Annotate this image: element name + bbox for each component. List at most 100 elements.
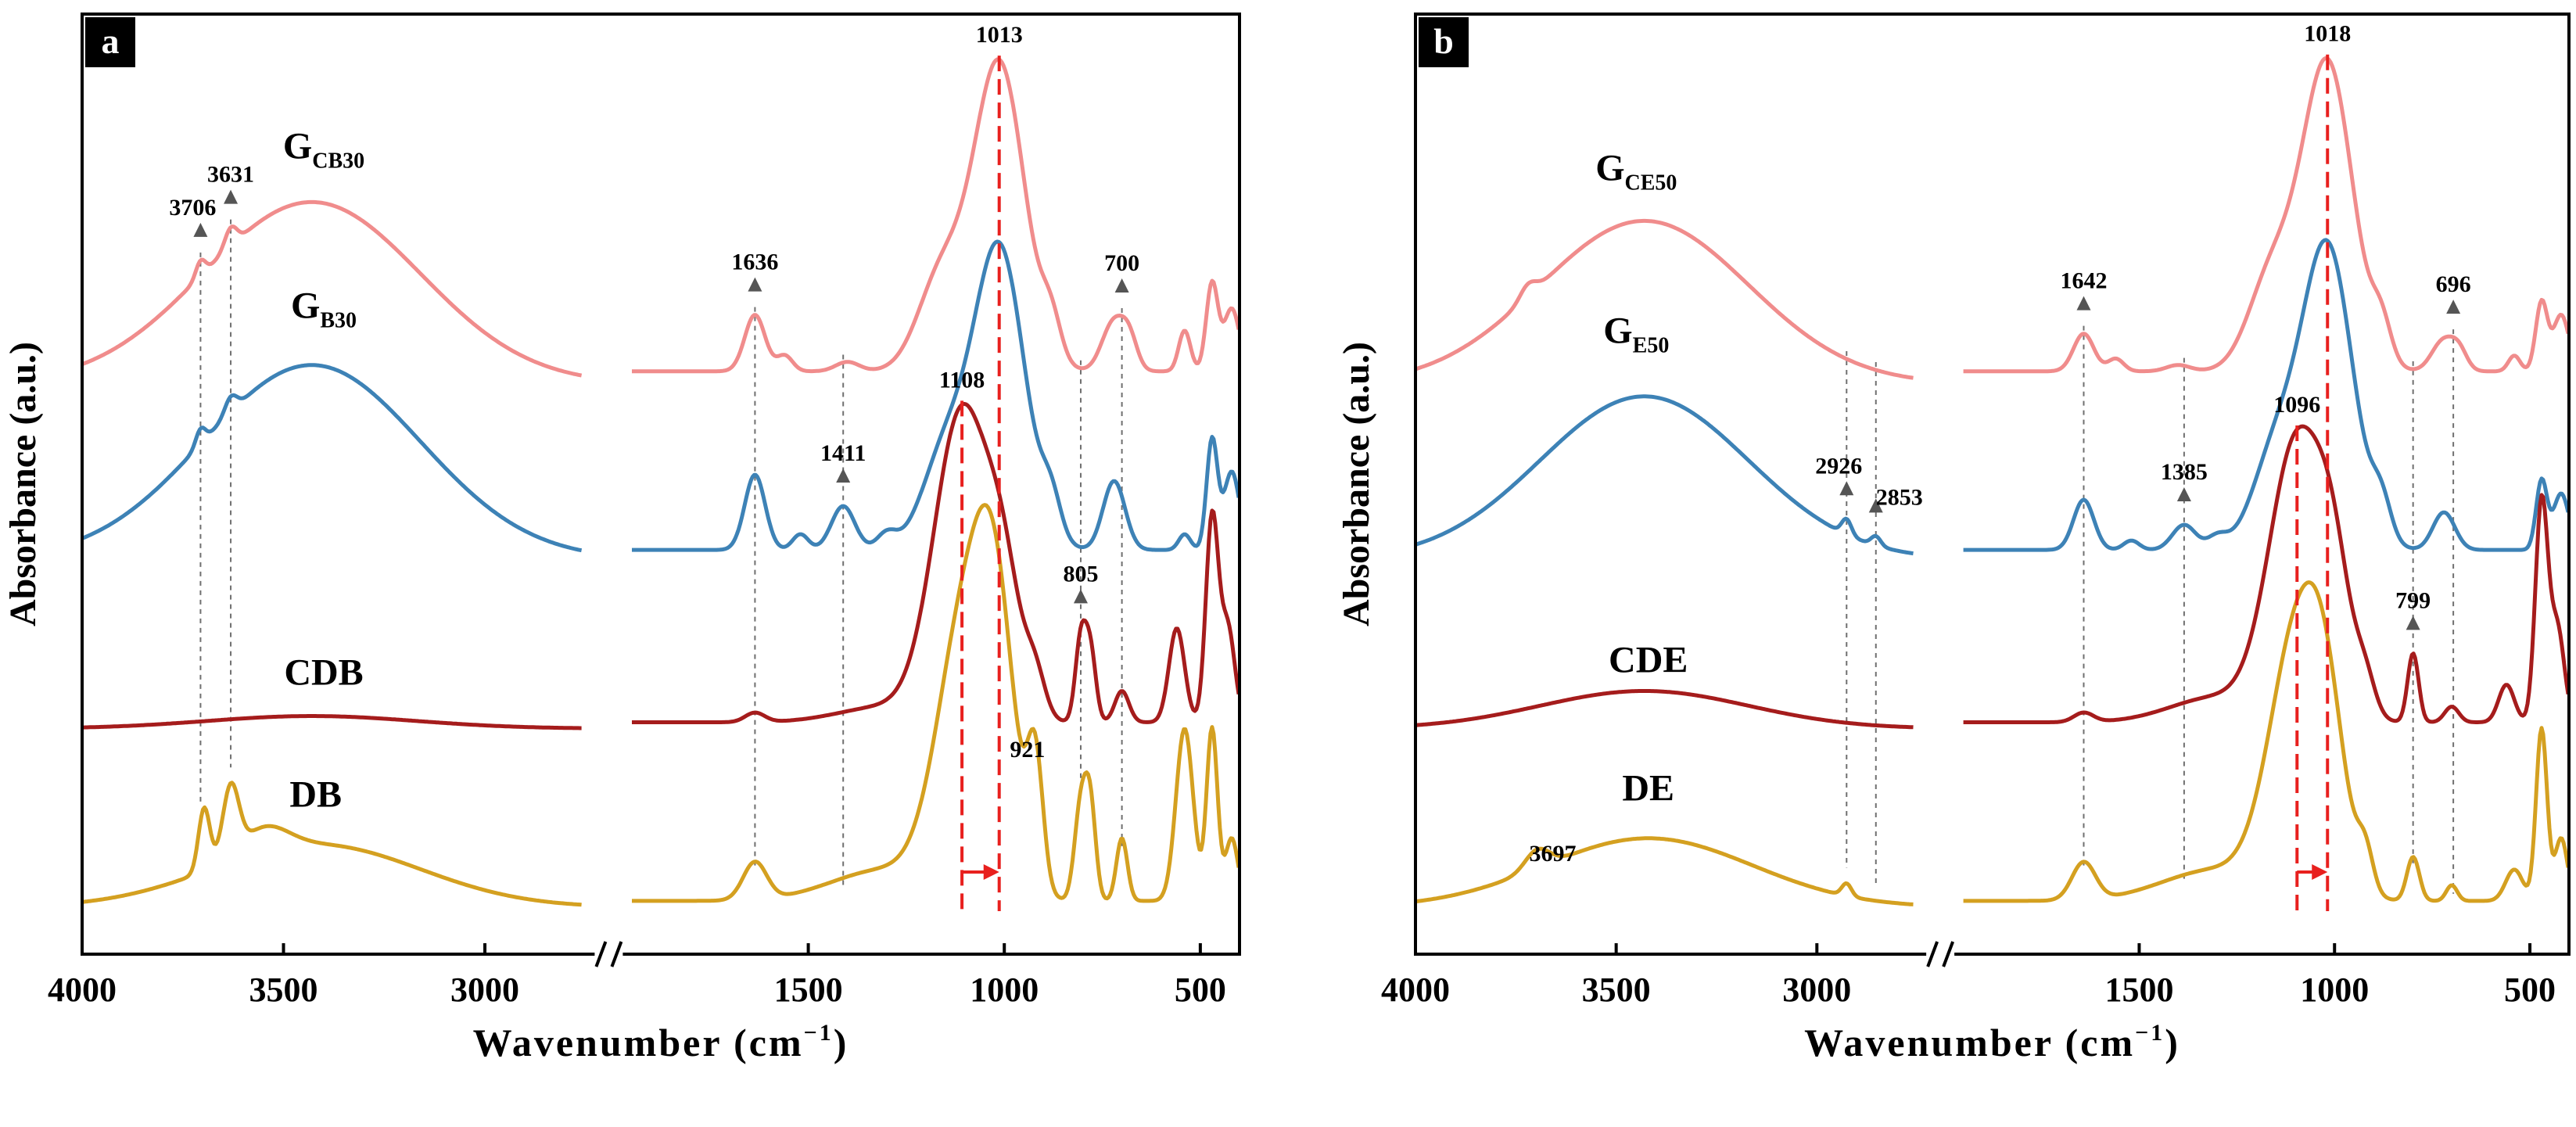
- annotation-label: 1013: [976, 22, 1023, 48]
- series-GCE50-right: [1963, 56, 2571, 374]
- series-GE50-right: [1963, 238, 2571, 552]
- series-GE50-left: [1415, 394, 1914, 556]
- series-CDE-left: [1415, 689, 1914, 730]
- x-tick-label: 500: [2504, 971, 2556, 1009]
- y-axis-label: Absorbance (a.u.): [2, 342, 44, 626]
- annotation-label: 1411: [820, 440, 866, 466]
- plot-frame: [1414, 13, 2571, 956]
- annotation-arrow: [1073, 589, 1088, 604]
- series-DE-right: [1963, 580, 2571, 903]
- annotation-arrow: [1868, 498, 1883, 513]
- series-label-main: G: [283, 125, 312, 167]
- x-tick-label: 4000: [1381, 971, 1450, 1009]
- series-label-GE50: GE50: [1603, 310, 1669, 358]
- annotation-arrow: [1114, 278, 1129, 293]
- annotation-arrow: [2406, 616, 2420, 630]
- x-axis-label-sup: −1: [804, 1020, 834, 1046]
- axis-break-slash: [610, 941, 623, 967]
- series-label-sub: CB30: [312, 149, 364, 173]
- panel-tag: b: [1433, 21, 1454, 61]
- x-tick-label: 1000: [970, 971, 1039, 1009]
- annotation-arrow: [224, 189, 239, 204]
- panel-tag: a: [102, 21, 120, 61]
- axis-break-slash: [594, 941, 608, 967]
- annotation-arrow: [836, 468, 851, 483]
- x-axis-label: Wavenumber (cm−1): [473, 1020, 849, 1064]
- annotation-label: 3697: [1530, 841, 1577, 867]
- series-CDB-left: [81, 714, 583, 730]
- series-label-sub: E50: [1633, 334, 1670, 358]
- annotation-arrow: [2176, 486, 2191, 501]
- series-DE-left: [1415, 836, 1914, 906]
- series-label-CDB: CDB: [284, 651, 363, 693]
- annotation-label: 2926: [1815, 453, 1862, 479]
- series-label-sub: CE50: [1625, 170, 1677, 195]
- x-tick-label: 3000: [1782, 971, 1851, 1009]
- plot-frame: [81, 13, 1241, 956]
- x-axis-label-close: ): [834, 1021, 849, 1064]
- series-label-main: CDB: [284, 651, 363, 693]
- x-axis-label-sup: −1: [2135, 1020, 2165, 1046]
- x-axis-label-close: ): [2165, 1021, 2180, 1064]
- annotation-label: 1108: [939, 367, 985, 393]
- annotation-label: 696: [2436, 271, 2471, 297]
- series-GCB30-left: [81, 199, 583, 378]
- annotation-label: 805: [1063, 561, 1098, 587]
- series-DB-right: [631, 503, 1241, 903]
- series-GB30-left: [81, 363, 583, 553]
- x-axis-label-text: Wavenumber (cm: [473, 1021, 804, 1064]
- series-GCE50-left: [1415, 218, 1914, 380]
- series-label-main: DB: [289, 774, 342, 816]
- annotation-label: 2853: [1876, 484, 1923, 510]
- annotation-label: 921: [1010, 737, 1045, 763]
- annotation-arrow: [193, 222, 208, 237]
- series-label-DB: DB: [289, 774, 342, 816]
- annotation-label: 1018: [2304, 21, 2351, 47]
- annotation-label: 3706: [169, 195, 216, 221]
- shift-arrow-head: [2312, 864, 2328, 880]
- annotation-label: 1385: [2161, 459, 2208, 485]
- series-CDB-right: [631, 401, 1241, 724]
- panel_b: 1642 696101829262853138510967993697GCE50G…: [1336, 13, 2571, 1064]
- series-label-main: CDE: [1609, 639, 1688, 680]
- series-label-main: G: [1595, 147, 1624, 188]
- x-axis-label-text: Wavenumber (cm: [1804, 1021, 2135, 1064]
- annotation-label: 3631: [207, 162, 254, 188]
- x-tick-label: 3000: [450, 971, 519, 1009]
- series-label-CDE: CDE: [1609, 639, 1688, 680]
- panel-tag-box: [1419, 17, 1469, 67]
- annotation-label: 1636: [731, 249, 778, 275]
- series-label-main: G: [291, 285, 320, 327]
- annotation-arrow: [2076, 296, 2091, 310]
- annotation-label: 700: [1104, 250, 1139, 276]
- annotation-arrow: [748, 277, 762, 292]
- x-axis-label: Wavenumber (cm−1): [1804, 1020, 2180, 1064]
- x-tick-label: 1500: [774, 971, 843, 1009]
- series-label-main: DE: [1622, 768, 1674, 809]
- series-label-GCB30: GCB30: [283, 125, 364, 173]
- annotation-arrow: [2446, 300, 2461, 314]
- axis-break-slash: [1942, 941, 1954, 967]
- panel-tag-box: [85, 17, 135, 67]
- axis-break-slash: [1926, 941, 1939, 967]
- series-label-DE: DE: [1622, 768, 1674, 809]
- series-GB30-right: [631, 239, 1241, 552]
- annotation-label: 799: [2395, 587, 2431, 613]
- x-tick-label: 1500: [2104, 971, 2173, 1009]
- x-tick-label: 500: [1175, 971, 1226, 1009]
- series-label-sub: B30: [320, 309, 357, 333]
- axis-break-mask: [594, 939, 623, 970]
- series-label-GB30: GB30: [291, 285, 357, 333]
- x-tick-label: 4000: [48, 971, 117, 1009]
- annotation-label: 1096: [2273, 392, 2320, 418]
- series-label-main: G: [1603, 310, 1632, 352]
- x-tick-label: 3500: [249, 971, 318, 1009]
- series-DB-left: [81, 781, 583, 907]
- axis-break-mask: [1926, 939, 1955, 970]
- x-tick-label: 1000: [2300, 971, 2369, 1009]
- x-tick-label: 3500: [1582, 971, 1651, 1009]
- annotation-arrow: [1839, 481, 1854, 496]
- series-label-GCE50: GCE50: [1595, 147, 1677, 195]
- annotation-label: 1642: [2061, 268, 2108, 294]
